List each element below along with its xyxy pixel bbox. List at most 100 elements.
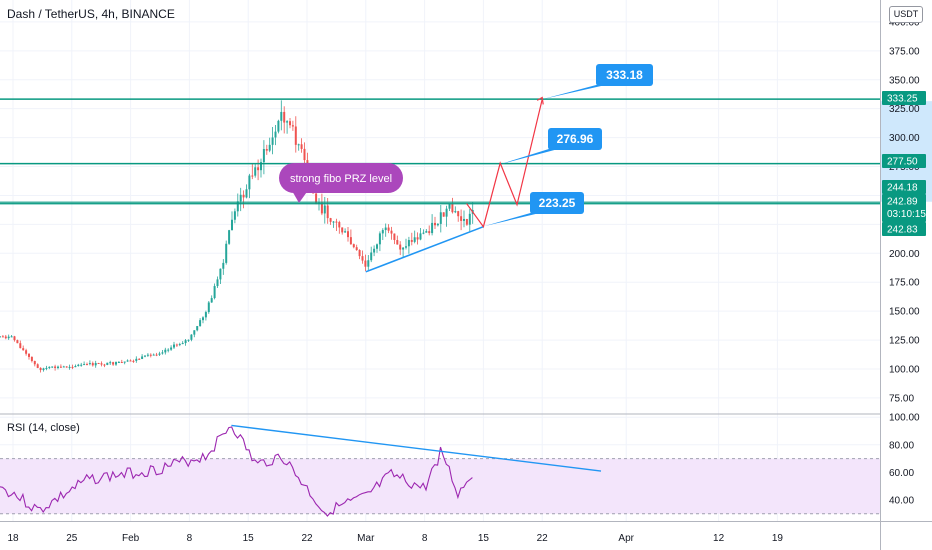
price-callout-label: 333.18 xyxy=(606,68,643,82)
y-tick-label: 200.00 xyxy=(889,249,920,260)
candle-body xyxy=(378,233,381,245)
candle-body xyxy=(448,204,451,209)
x-tick-label: 15 xyxy=(243,533,255,544)
candle-body xyxy=(71,366,74,368)
candle-body xyxy=(181,343,184,345)
price-tag xyxy=(882,194,926,222)
candle-body xyxy=(155,354,158,356)
candle-body xyxy=(65,366,68,368)
candle-body xyxy=(254,167,257,176)
candle-body xyxy=(219,268,222,280)
price-tag xyxy=(882,222,926,236)
candle-body xyxy=(390,230,393,234)
candle-body xyxy=(152,354,155,356)
candle-body xyxy=(0,336,1,338)
candle-body xyxy=(59,366,62,368)
candle-body xyxy=(175,344,178,346)
candle-body xyxy=(326,205,329,219)
price-tag-label: 277.50 xyxy=(887,157,918,168)
price-callout-label: 276.96 xyxy=(557,132,594,146)
y-tick-label: 100.00 xyxy=(889,365,920,376)
rsi-y-tick-label: 80.00 xyxy=(889,440,914,451)
candle-body xyxy=(358,250,361,257)
candle-body xyxy=(106,362,109,365)
candle-body xyxy=(257,167,260,171)
candle-body xyxy=(210,298,213,303)
candle-body xyxy=(51,366,54,368)
candle-body xyxy=(184,340,187,344)
candle-body xyxy=(25,350,28,354)
candle-body xyxy=(422,232,425,234)
candle-body xyxy=(62,366,65,368)
candle-body xyxy=(428,231,431,234)
candle-body xyxy=(344,231,347,233)
price-tag xyxy=(882,154,926,168)
candle-body xyxy=(167,349,170,351)
candle-body xyxy=(370,252,373,261)
candle-body xyxy=(10,336,13,338)
candle-body xyxy=(213,286,216,299)
note-label: strong fibo PRZ level xyxy=(290,173,392,185)
rsi-band-lines xyxy=(0,458,880,515)
x-tick-label: 8 xyxy=(187,533,193,544)
candle-body xyxy=(16,340,19,344)
rsi-band xyxy=(0,458,880,514)
candle-body xyxy=(410,240,413,242)
candle-body xyxy=(207,302,210,313)
price-callout-pointer xyxy=(483,212,544,227)
price-tag-label: 242.89 xyxy=(887,197,918,208)
candle-body xyxy=(454,211,457,213)
candle-body xyxy=(54,366,57,368)
candle-body xyxy=(135,358,138,361)
currency-button[interactable]: USDT xyxy=(889,6,923,23)
candle-body xyxy=(332,221,335,223)
candle-body xyxy=(277,120,280,132)
y-tick-label: 175.00 xyxy=(889,278,920,289)
candle-body xyxy=(245,189,248,198)
x-tick-label: 15 xyxy=(478,533,490,544)
y-tick-label: 125.00 xyxy=(889,336,920,347)
candle-body xyxy=(442,212,445,217)
candle-body xyxy=(233,211,236,220)
rsi-divergence-line xyxy=(231,424,602,472)
rsi-y-tick-label: 60.00 xyxy=(889,468,914,479)
x-tick-label: 22 xyxy=(301,533,313,544)
candle-body xyxy=(367,260,370,267)
y-tick-label: 75.00 xyxy=(889,393,914,404)
candle-body xyxy=(349,237,352,245)
rsi-title: RSI (14, close) xyxy=(7,422,80,434)
candle-body xyxy=(431,222,434,234)
candle-body xyxy=(123,361,126,363)
candle-body xyxy=(193,330,196,335)
candle-body xyxy=(112,362,115,365)
candle-body xyxy=(303,148,306,161)
candle-body xyxy=(439,212,442,224)
candle-body xyxy=(164,349,167,353)
candle-body xyxy=(158,353,161,355)
drawings-layer[interactable]: strong fibo PRZ level 333.18 276.96 223.25 xyxy=(279,64,653,273)
candle-body xyxy=(460,216,463,221)
x-tick-label: Feb xyxy=(122,533,140,544)
candle-body xyxy=(117,362,120,364)
candle-body xyxy=(376,244,378,249)
candle-body xyxy=(204,312,207,318)
candle-body xyxy=(271,137,274,145)
price-callout-box xyxy=(530,192,584,214)
support-trendline xyxy=(365,225,484,273)
candle-body xyxy=(1,336,4,338)
price-callout-label: 223.25 xyxy=(539,196,576,210)
candle-body xyxy=(393,233,396,241)
x-tick-label: 18 xyxy=(7,533,19,544)
projection-path xyxy=(466,99,543,229)
candle-body xyxy=(291,125,294,127)
candle-body xyxy=(239,194,242,202)
candle-body xyxy=(402,247,405,250)
y-tick-label: 375.00 xyxy=(889,46,920,57)
candle-body xyxy=(320,202,323,214)
y-tick-label: 350.00 xyxy=(889,75,920,86)
candle-body xyxy=(338,222,341,228)
note-pointer xyxy=(291,189,309,203)
note-bubble xyxy=(279,163,403,193)
